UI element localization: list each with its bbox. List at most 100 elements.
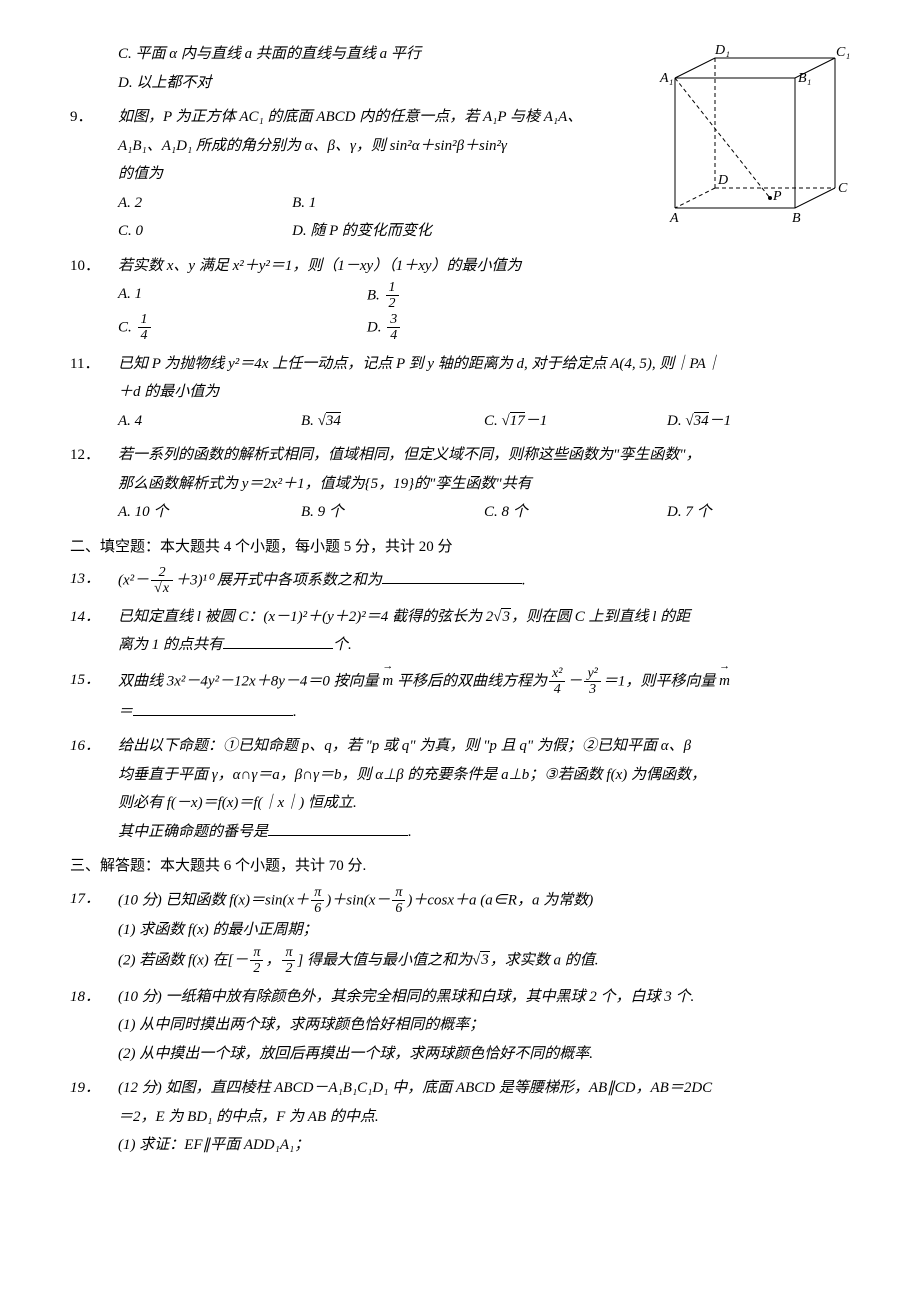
q16-l4-pre: 其中正确命题的番号是: [118, 824, 268, 840]
q10-num: 10．: [70, 252, 114, 281]
q17-f1n: π: [311, 885, 324, 901]
q15-minus: －: [567, 673, 582, 689]
q10-opt-b-pre: B.: [367, 287, 384, 303]
q16-l1: 给出以下命题：①已知命题 p、q，若 "p 或 q" 为真，则 "p 且 q" …: [118, 738, 691, 754]
q9-opt-a: A. 2: [118, 189, 292, 218]
q12-opt-d: D. 7 个: [667, 498, 850, 527]
label-c1: C₁: [836, 45, 850, 60]
label-p: P: [772, 189, 782, 204]
q19-l1: (12 分) 如图，直四棱柱 ABCD－A₁B₁C₁D₁ 中，底面 ABCD 是…: [118, 1080, 712, 1096]
q10-opt-d-pre: D.: [367, 319, 385, 335]
q15-s1-pre: 双曲线 3x²－4y²－12x＋8y－4＝0 按向量: [118, 673, 382, 689]
section3-title: 三、解答题：本大题共 6 个小题，共计 70 分.: [70, 852, 850, 881]
q11-num: 11．: [70, 350, 114, 379]
q15-eq: ＝1: [603, 673, 626, 689]
q10-opt-a: A. 1: [118, 280, 367, 312]
q19: 19． (12 分) 如图，直四棱柱 ABCD－A₁B₁C₁D₁ 中，底面 AB…: [70, 1074, 850, 1160]
q16-l2: 均垂直于平面 γ，α∩γ＝a，β∩γ＝b，则 α⊥β 的充要条件是 a⊥b；③若…: [70, 761, 850, 790]
q17-num: 17．: [70, 885, 114, 914]
q15-s2-pre: ＝: [118, 704, 133, 720]
q14-s1-pre: 已知定直线 l 被圆 C：(x－1)²＋(y＋2)²＝4 截得的弦长为 2: [118, 609, 493, 625]
q15: 15． 双曲线 3x²－4y²－12x＋8y－4＝0 按向量 →m 平移后的双曲…: [70, 666, 850, 726]
q13-period: .: [522, 572, 526, 588]
q13-blank: [382, 569, 522, 584]
q17-p2-f1n: π: [250, 945, 263, 961]
q18-stem: (10 分) 一纸箱中放有除颜色外，其余完全相同的黑球和白球，其中黑球 2 个，…: [118, 989, 694, 1005]
q15-s2-suf: .: [293, 704, 297, 720]
q10-opt-c-d: 4: [138, 328, 151, 343]
q17-p2-suf: ，求实数 a 的值.: [490, 952, 599, 968]
q10-opt-c-pre: C.: [118, 319, 136, 335]
q17-p2-mid: ] 得最大值与最小值之和为: [297, 952, 472, 968]
q10: 10． 若实数 x、y 满足 x²＋y²＝1，则（1－xy）（1＋xy）的最小值…: [70, 252, 850, 344]
q11-opt-c: C. √17－1: [484, 407, 667, 436]
q19-num: 19．: [70, 1074, 114, 1103]
label-b1: B₁: [798, 71, 811, 86]
label-a: A: [669, 211, 679, 226]
q18-p2: (2) 从中摸出一个球，放回后再摸出一个球，求两球颜色恰好不同的概率.: [70, 1040, 850, 1069]
q12-opt-a: A. 10 个: [118, 498, 301, 527]
q17-f2n: π: [392, 885, 405, 901]
q16: 16． 给出以下命题：①已知命题 p、q，若 "p 或 q" 为真，则 "p 且…: [70, 732, 850, 846]
q17-p2-f2n: π: [282, 945, 295, 961]
vec-icon: →m: [719, 667, 730, 696]
label-a1: A₁: [659, 71, 673, 86]
cube-diagram: D₁ C₁ A₁ B₁ D C A B P: [640, 40, 850, 240]
q9-num: 9．: [70, 103, 114, 132]
q17-p2-pre: (2) 若函数 f(x) 在[－: [118, 952, 248, 968]
q11-stem1: 已知 P 为抛物线 y²＝4x 上任一动点，记点 P 到 y 轴的距离为 d, …: [118, 356, 721, 372]
q11-opt-d: D. √34－1: [667, 407, 850, 436]
q11-stem2: ＋d 的最小值为: [70, 378, 850, 407]
q11-d-pre: D.: [667, 413, 685, 429]
q15-rn1: x²: [549, 666, 565, 682]
label-d: D: [717, 173, 728, 188]
q17-p1: (1) 求函数 f(x) 的最小正周期；: [70, 916, 850, 945]
q9-opt-c: C. 0: [118, 217, 292, 246]
q18-p1: (1) 从中同时摸出两个球，求两球颜色恰好相同的概率；: [70, 1011, 850, 1040]
q8-opt-c: C. 平面 α 内与直线 a 共面的直线与直线 a 平行: [118, 46, 421, 62]
q12-stem1: 若一系列的函数的解析式相同，值域相同，但定义域不同，则称这些函数为"孪生函数"，: [118, 447, 701, 463]
q11: 11． 已知 P 为抛物线 y²＝4x 上任一动点，记点 P 到 y 轴的距离为…: [70, 350, 850, 436]
q14: 14． 已知定直线 l 被圆 C：(x－1)²＋(y＋2)²＝4 截得的弦长为 …: [70, 603, 850, 660]
q19-l2: ＝2，E 为 BD₁ 的中点，F 为 AB 的中点.: [70, 1103, 850, 1132]
q11-c-rad: 17: [510, 412, 525, 429]
q11-d-suf: －1: [709, 413, 732, 429]
q17-mid: )＋sin(x－: [326, 892, 390, 908]
q11-b-pre: B.: [301, 413, 318, 429]
q10-opt-d-d: 4: [387, 328, 400, 343]
q15-vec1: m: [382, 673, 393, 689]
q10-opt-d-n: 3: [387, 312, 400, 328]
q10-opt-b-n: 1: [386, 280, 399, 296]
q10-stem: 若实数 x、y 满足 x²＋y²＝1，则（1－xy）（1＋xy）的最小值为: [118, 258, 522, 274]
q17-p2-comma: ，: [265, 952, 280, 968]
q12-stem2: 那么函数解析式为 y＝2x²＋1，值域为{5，19}的"孪生函数"共有: [70, 470, 850, 499]
q16-l3: 则必有 f(－x)＝f(x)＝f(｜x｜) 恒成立.: [70, 789, 850, 818]
q10-opt-c-n: 1: [138, 312, 151, 328]
q15-blank: [133, 701, 293, 716]
q16-l4-suf: .: [408, 824, 412, 840]
q13-fd-pre: √: [154, 581, 162, 596]
q14-s1-suf: ，则在圆 C 上到直线 l 的距: [511, 609, 690, 625]
q15-rd1: 4: [549, 682, 565, 697]
q11-opt-b: B. √34: [301, 407, 484, 436]
q18: 18． (10 分) 一纸箱中放有除颜色外，其余完全相同的黑球和白球，其中黑球 …: [70, 983, 850, 1069]
q17-suf: )＋cosx＋a (a∈R，a 为常数): [407, 892, 593, 908]
q13-pre: (x²－: [118, 572, 149, 588]
q17-p2-f2d: 2: [282, 961, 295, 976]
q17-f2d: 6: [392, 901, 405, 916]
q10-opt-c: C. 14: [118, 312, 367, 344]
q10-opt-b: B. 12: [367, 280, 616, 312]
q11-b-rad: 34: [326, 412, 341, 429]
q15-num: 15．: [70, 666, 114, 695]
label-d1: D₁: [714, 43, 730, 58]
q9-opt-b: B. 1: [292, 189, 466, 218]
q9-stem1: 如图，P 为正方体 AC₁ 的底面 ABCD 内的任意一点，若 A₁P 与棱 A…: [118, 109, 582, 125]
q13-suf: ＋3)¹⁰ 展开式中各项系数之和为: [175, 572, 382, 588]
q15-rn2: y²: [584, 666, 600, 682]
q14-s1-rad: 3: [501, 608, 511, 625]
q17-p2-f1d: 2: [250, 961, 263, 976]
q13: 13． (x²－2√x＋3)¹⁰ 展开式中各项系数之和为.: [70, 565, 850, 597]
q16-num: 16．: [70, 732, 114, 761]
q11-d-rad: 34: [694, 412, 709, 429]
section2-title: 二、填空题：本大题共 4 个小题，每小题 5 分，共计 20 分: [70, 533, 850, 562]
